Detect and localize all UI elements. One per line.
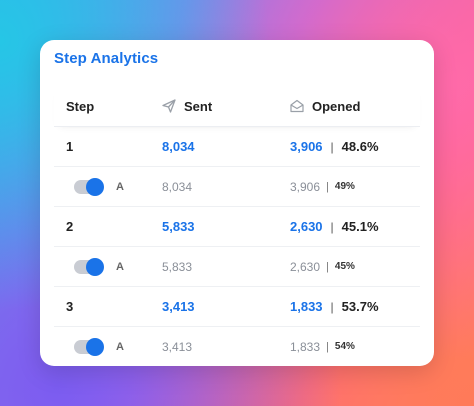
toggle-knob <box>86 177 104 196</box>
variant-row: A 5,833 2,630 | 45% <box>54 247 420 287</box>
separator: | <box>326 180 329 193</box>
variant-opened-count: 1,833 <box>290 339 321 354</box>
variant-label: A <box>116 340 124 353</box>
opened-count: 3,906 <box>290 139 323 154</box>
card-title: Step Analytics <box>54 50 159 67</box>
sent-count: 3,413 <box>162 299 195 314</box>
table-row[interactable]: 3 3,413 1,833 | 53.7% <box>54 287 420 327</box>
variant-sent-count: 3,413 <box>162 339 193 354</box>
open-rate: 48.6% <box>341 139 379 154</box>
variant-open-rate: 45% <box>334 261 355 272</box>
open-rate: 53.7% <box>341 299 379 314</box>
separator: | <box>330 219 334 234</box>
step-number: 1 <box>66 139 74 154</box>
sent-count: 5,833 <box>162 219 195 234</box>
header-step: Step <box>66 98 95 114</box>
variant-open-rate: 54% <box>334 341 355 352</box>
separator: | <box>326 340 329 353</box>
header-sent: Sent <box>184 98 213 114</box>
variant-label: A <box>116 260 124 273</box>
paper-plane-icon <box>162 99 176 113</box>
open-rate: 45.1% <box>341 219 379 234</box>
variant-toggle[interactable] <box>74 337 104 356</box>
variant-opened-count: 2,630 <box>290 259 321 274</box>
open-envelope-icon <box>290 99 304 113</box>
separator: | <box>330 139 334 154</box>
variant-opened-count: 3,906 <box>290 179 321 194</box>
table-header: Step Sent Opened <box>54 86 420 127</box>
sent-count: 8,034 <box>162 139 195 154</box>
opened-count: 1,833 <box>290 299 323 314</box>
table-row[interactable]: 2 5,833 2,630 | 45.1% <box>54 207 420 247</box>
step-analytics-card: Step Analytics Step Sent <box>40 40 434 366</box>
header-opened: Opened <box>312 98 361 114</box>
variant-toggle[interactable] <box>74 177 104 196</box>
opened-count: 2,630 <box>290 219 323 234</box>
variant-row: A 8,034 3,906 | 49% <box>54 167 420 207</box>
variant-label: A <box>116 180 124 193</box>
variant-sent-count: 8,034 <box>162 179 193 194</box>
separator: | <box>326 260 329 273</box>
analytics-table: Step Sent Opened <box>54 86 420 366</box>
toggle-knob <box>86 257 104 276</box>
toggle-knob <box>86 337 104 356</box>
table-row[interactable]: 1 8,034 3,906 | 48.6% <box>54 127 420 167</box>
variant-toggle[interactable] <box>74 257 104 276</box>
variant-row: A 3,413 1,833 | 54% <box>54 327 420 366</box>
variant-open-rate: 49% <box>334 181 355 192</box>
step-number: 2 <box>66 219 74 234</box>
step-number: 3 <box>66 299 74 314</box>
variant-sent-count: 5,833 <box>162 259 193 274</box>
separator: | <box>330 299 334 314</box>
